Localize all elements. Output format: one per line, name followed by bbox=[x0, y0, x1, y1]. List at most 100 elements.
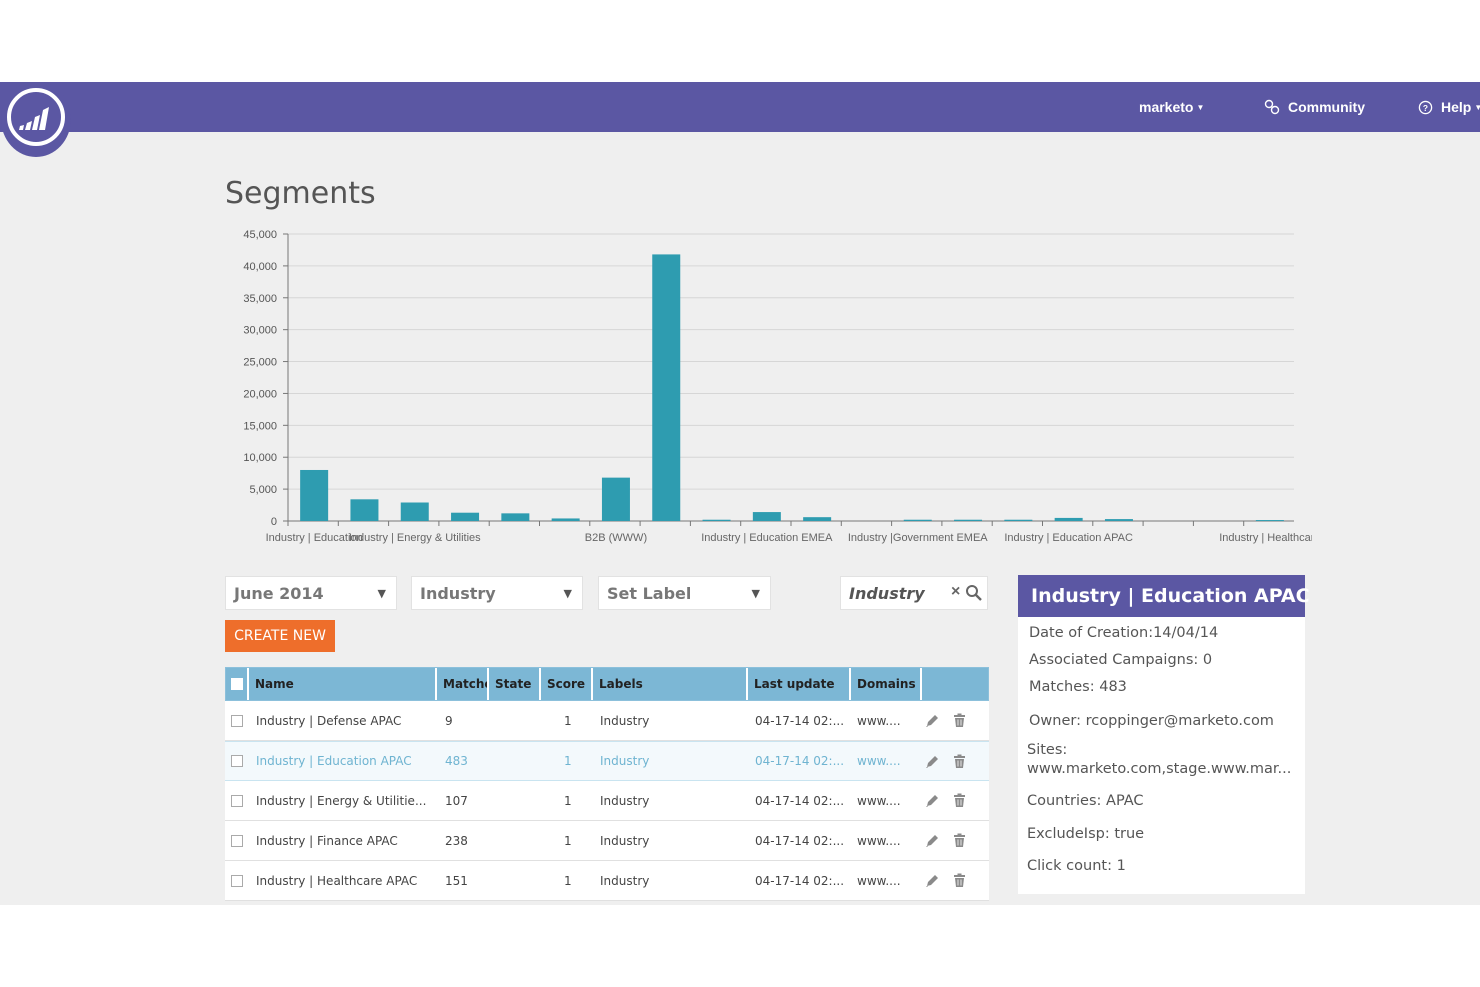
detail-exclude-isp: ExcludeIsp: true bbox=[1027, 826, 1145, 842]
community-icon bbox=[1264, 99, 1280, 115]
row-labels: Industry bbox=[600, 833, 650, 848]
select-all-checkbox[interactable] bbox=[231, 678, 243, 690]
row-last-update: 04-17-14 02:... bbox=[755, 754, 845, 768]
trash-icon[interactable] bbox=[953, 754, 966, 772]
bar bbox=[803, 517, 832, 521]
row-score: 1 bbox=[564, 754, 572, 768]
row-last-update: 04-17-14 02:... bbox=[755, 873, 845, 888]
select-all-cell bbox=[226, 668, 249, 700]
page-title: Segments bbox=[225, 176, 376, 211]
row-checkbox[interactable] bbox=[231, 874, 243, 887]
user-menu[interactable]: marketo ▼ bbox=[1139, 82, 1204, 132]
row-labels: Industry bbox=[600, 713, 650, 728]
edit-pencil-icon[interactable] bbox=[925, 755, 940, 772]
user-menu-label: marketo bbox=[1139, 99, 1194, 115]
search-input[interactable] bbox=[849, 583, 945, 603]
bar bbox=[903, 519, 932, 521]
clear-search-icon[interactable]: × bbox=[951, 583, 961, 600]
table-row[interactable]: Industry | Defense APAC 9 1 Industry 04-17-1… bbox=[225, 701, 989, 741]
row-matches: 238 bbox=[445, 833, 468, 848]
y-tick-label: 10,000 bbox=[243, 452, 277, 464]
y-tick-label: 5,000 bbox=[249, 484, 277, 496]
table-row[interactable]: Industry | Energy & Utilitie... 107 1 Indus… bbox=[225, 781, 989, 821]
label-select-value: Set Label bbox=[607, 583, 692, 603]
table-row[interactable]: Industry | Healthcare APAC 151 1 Industry 04… bbox=[225, 861, 989, 901]
row-last-update: 04-17-14 02:... bbox=[755, 713, 845, 728]
period-select[interactable]: June 2014 ▼ bbox=[225, 576, 397, 610]
trash-icon[interactable] bbox=[953, 833, 966, 851]
trash-icon[interactable] bbox=[953, 793, 966, 811]
edit-pencil-icon[interactable] bbox=[925, 874, 940, 891]
edit-pencil-icon[interactable] bbox=[925, 834, 940, 851]
row-checkbox[interactable] bbox=[231, 714, 243, 727]
period-select-value: June 2014 bbox=[234, 583, 324, 603]
row-score: 1 bbox=[564, 833, 572, 848]
help-icon: ? bbox=[1418, 100, 1433, 114]
top-navigation-bar: marketo ▼ Community ? Help ▼ bbox=[0, 82, 1480, 132]
bar bbox=[300, 469, 329, 521]
edit-pencil-icon[interactable] bbox=[925, 794, 940, 811]
marketo-logo[interactable] bbox=[0, 82, 72, 160]
header-domains[interactable]: Domains bbox=[851, 668, 922, 700]
create-new-button[interactable]: CREATE NEW bbox=[225, 620, 335, 652]
row-checkbox[interactable] bbox=[231, 794, 243, 807]
table-row[interactable]: Industry | Finance APAC 238 1 Industry 04-17… bbox=[225, 821, 989, 861]
x-tick-label: Industry | Energy & Utilities bbox=[349, 532, 481, 544]
community-link[interactable]: Community bbox=[1264, 82, 1365, 132]
table-row[interactable]: Industry | Education APAC 483 1 Industry 04-… bbox=[225, 741, 989, 781]
caret-down-icon: ▼ bbox=[1196, 102, 1205, 112]
x-tick-label: Industry |Government EMEA bbox=[848, 532, 988, 544]
bar bbox=[702, 519, 731, 521]
detail-click-count: Click count: 1 bbox=[1027, 858, 1126, 874]
dropdown-arrow-icon: ▼ bbox=[563, 586, 572, 600]
row-last-update: 04-17-14 02:... bbox=[755, 833, 845, 848]
row-name: Industry | Energy & Utilitie... bbox=[256, 793, 427, 808]
header-score[interactable]: Score bbox=[541, 668, 593, 700]
help-label: Help bbox=[1441, 99, 1472, 115]
row-score: 1 bbox=[564, 713, 572, 728]
row-labels: Industry bbox=[600, 754, 650, 768]
segment-search: × bbox=[840, 576, 988, 610]
x-tick-label: Industry | Education bbox=[266, 532, 363, 544]
y-tick-label: 45,000 bbox=[243, 229, 277, 241]
x-tick-label: Industry | Education APAC bbox=[1004, 532, 1133, 544]
row-name: Industry | Defense APAC bbox=[256, 713, 402, 728]
row-domains: www.... bbox=[857, 713, 901, 728]
bar bbox=[400, 502, 429, 521]
bar bbox=[1255, 520, 1284, 522]
category-select[interactable]: Industry ▼ bbox=[411, 576, 583, 610]
search-icon[interactable] bbox=[965, 584, 983, 602]
y-tick-label: 35,000 bbox=[243, 293, 277, 305]
header-labels[interactable]: Labels bbox=[593, 668, 748, 700]
detail-owner: Owner: rcoppinger@marketo.com bbox=[1029, 713, 1274, 729]
bar bbox=[451, 512, 480, 521]
segments-table: Name Matches State Score Labels Last upd… bbox=[225, 667, 989, 901]
x-tick-label: Industry | Education EMEA bbox=[701, 532, 833, 544]
row-checkbox[interactable] bbox=[231, 755, 243, 767]
help-menu[interactable]: ? Help ▼ bbox=[1418, 82, 1480, 132]
y-tick-label: 30,000 bbox=[243, 325, 277, 337]
row-matches: 483 bbox=[445, 754, 468, 768]
header-last-update[interactable]: Last update bbox=[748, 668, 851, 700]
edit-pencil-icon[interactable] bbox=[925, 714, 940, 731]
trash-icon[interactable] bbox=[953, 713, 966, 731]
row-domains: www.... bbox=[857, 833, 901, 848]
row-name: Industry | Healthcare APAC bbox=[256, 873, 418, 888]
header-actions bbox=[922, 668, 988, 700]
detail-title: Industry | Education APAC bbox=[1018, 575, 1310, 617]
header-name[interactable]: Name bbox=[249, 668, 437, 700]
row-domains: www.... bbox=[857, 754, 901, 768]
svg-text:?: ? bbox=[1423, 102, 1428, 112]
row-domains: www.... bbox=[857, 873, 901, 888]
x-tick-label: Industry | Healthcare bbox=[1219, 532, 1312, 544]
row-matches: 151 bbox=[445, 873, 468, 888]
header-matches[interactable]: Matches bbox=[437, 668, 489, 700]
label-select[interactable]: Set Label ▼ bbox=[598, 576, 771, 610]
header-state[interactable]: State bbox=[489, 668, 541, 700]
detail-sites-label: Sites: bbox=[1027, 742, 1068, 758]
app-stage: marketo ▼ Community ? Help ▼ Segments 45… bbox=[0, 82, 1480, 905]
segment-detail-panel: Industry | Education APAC Date of Creati… bbox=[1018, 575, 1310, 894]
row-checkbox[interactable] bbox=[231, 834, 243, 847]
detail-sites-value: www.marketo.com,stage.www.mar... bbox=[1027, 761, 1292, 777]
trash-icon[interactable] bbox=[953, 873, 966, 891]
